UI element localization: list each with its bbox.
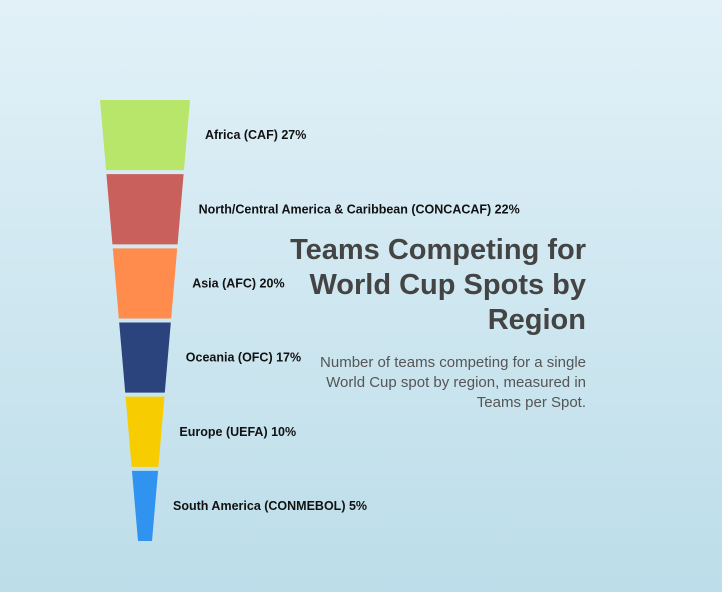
segment-label: Asia (AFC) 20% xyxy=(192,276,284,290)
chart-subtitle: Number of teams competing for a single W… xyxy=(320,354,586,411)
segment-label: South America (CONMEBOL) 5% xyxy=(173,499,367,513)
funnel-segment xyxy=(106,174,184,245)
funnel-segment xyxy=(100,100,190,171)
funnel-segment xyxy=(119,322,171,393)
funnel-segment xyxy=(112,248,178,319)
segment-label: North/Central America & Caribbean (CONCA… xyxy=(199,202,520,216)
title-block: Teams Competing for World Cup Spots by R… xyxy=(286,233,586,413)
funnel-segment xyxy=(125,396,165,467)
funnel-segment xyxy=(131,470,159,541)
segment-label: Europe (UEFA) 10% xyxy=(179,425,296,439)
segment-label: Oceania (OFC) 17% xyxy=(186,351,301,365)
chart-title: Teams Competing for World Cup Spots by R… xyxy=(290,234,586,336)
segment-label: Africa (CAF) 27% xyxy=(205,128,306,142)
